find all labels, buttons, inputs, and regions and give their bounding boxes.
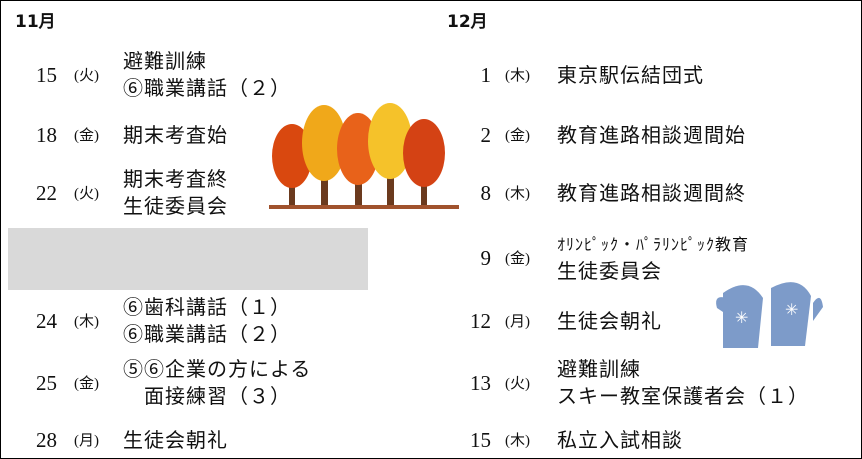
event: 生徒会朝礼: [123, 429, 228, 452]
day: 8: [480, 181, 492, 205]
day: 18: [36, 123, 57, 147]
event: 生徒会朝礼: [557, 310, 662, 333]
weekday: (月): [505, 314, 530, 330]
month-label: 11月: [15, 12, 56, 32]
day: 2: [480, 123, 492, 147]
weekday: (木): [505, 433, 530, 449]
weekday: (金): [505, 251, 530, 267]
event: 生徒委員会: [557, 261, 662, 283]
day: 15: [470, 428, 491, 452]
event: 教育進路相談週間終: [557, 182, 746, 205]
event: ｵﾘﾝﾋﾟｯｸ・ﾊﾟﾗﾘﾝﾋﾟｯｸ教育: [557, 237, 750, 254]
weekday: (金): [505, 128, 530, 144]
event: 私立入試相談: [557, 429, 683, 452]
event: 面接練習（３）: [123, 386, 291, 408]
weekday: (月): [74, 433, 99, 449]
event: 期末考査終: [123, 169, 228, 191]
event: ⑥歯科講話（１）: [123, 297, 291, 319]
event: ⑥職業講話（２）: [123, 78, 291, 100]
event: ⑤⑥企業の方による: [123, 359, 312, 381]
weekday: (木): [505, 68, 530, 84]
day: 1: [480, 63, 492, 87]
day: 28: [36, 428, 57, 452]
month-label: 12月: [447, 12, 488, 32]
event: ⑥職業講話（２）: [123, 324, 291, 346]
highlight: [8, 228, 368, 290]
svg-text:✳: ✳: [785, 302, 798, 319]
weekday: (木): [74, 314, 99, 330]
event: 避難訓練: [557, 359, 641, 381]
event: 期末考査始: [123, 124, 228, 147]
weekday: (火): [74, 186, 99, 202]
mittens: ✳ ✳: [716, 282, 823, 348]
weekday: (木): [505, 186, 530, 202]
day: 12: [470, 309, 491, 333]
day: 24: [36, 309, 57, 333]
event: 生徒委員会: [123, 196, 228, 218]
event: スキー教室保護者会（１）: [557, 386, 809, 408]
event: 避難訓練: [123, 51, 207, 73]
day: 22: [36, 181, 57, 205]
day: 9: [480, 246, 492, 270]
autumn-trees: [269, 103, 459, 209]
svg-text:✳: ✳: [735, 310, 748, 327]
day: 13: [470, 371, 491, 395]
day: 15: [36, 63, 57, 87]
weekday: (火): [505, 376, 530, 392]
event: 教育進路相談週間始: [557, 124, 746, 147]
weekday: (金): [74, 376, 99, 392]
weekday: (火): [74, 68, 99, 84]
weekday: (金): [74, 128, 99, 144]
event: 東京駅伝結団式: [557, 64, 704, 87]
day: 25: [36, 371, 57, 395]
